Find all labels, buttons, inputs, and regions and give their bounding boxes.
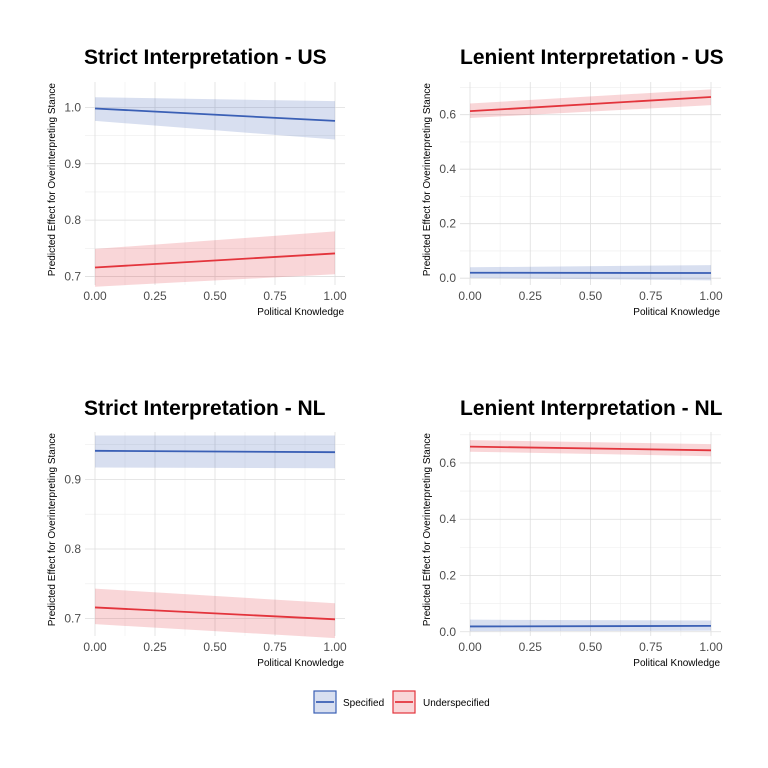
x-tick-label: 0.25 [143,640,167,654]
x-tick-label: 0.25 [519,640,543,654]
panel-2: 0.00 0.25 0.50 0.75 1.00 0.0 0.2 0.4 0.6 Lenient … [422,46,724,318]
x-tick-label: 1.00 [323,640,347,654]
y-tick-label: 0.2 [439,217,456,231]
series-line-underspecified [469,445,712,452]
y-tick-label: 0.9 [64,157,81,171]
x-tick-label: 0.50 [579,289,603,303]
legend-item-specified: Specified [313,690,384,714]
x-tick-label: 0.00 [83,640,107,654]
x-axis-label: Political Knowledge [257,307,344,318]
x-axis-label: Political Knowledge [633,658,720,669]
legend-label: Underspecified [423,698,490,709]
x-tick-label: 0.00 [458,640,482,654]
y-tick-label: 0.0 [439,271,456,285]
legend: Specified Underspecified [313,690,490,714]
panel-title: Strict Interpretation - NL [84,397,326,420]
y-tick-label: 0.4 [439,512,456,526]
panel-1: 0.00 0.25 0.50 0.75 1.00 0.7 0.8 0.9 1.0 Strict I… [47,46,347,318]
legend-item-underspecified: Underspecified [392,690,490,714]
x-tick-label: 0.75 [639,640,663,654]
y-axis-label: Predicted Effect for Overinterpreting St… [47,433,58,627]
confidence-band-underspecified [95,231,335,287]
x-tick-label: 0.75 [639,289,663,303]
series-line-underspecified [94,252,336,269]
y-tick-label: 0.7 [64,270,81,284]
y-tick-label: 0.6 [439,108,456,122]
y-tick-label: 0.6 [439,456,456,470]
series-line-specified [469,624,712,628]
panel-3: 0.00 0.25 0.50 0.75 1.00 0.7 0.8 0.9 Strict Inte… [47,397,347,669]
y-tick-label: 0.4 [439,162,456,176]
x-tick-label: 1.00 [323,289,347,303]
y-axis-label: Predicted Effect for Overinterpreting St… [47,83,58,277]
panel-4: 0.00 0.25 0.50 0.75 1.00 0.0 0.2 0.4 0.6 Lenient … [422,397,723,669]
y-axis-label: Predicted Effect for Overinterpreting St… [422,83,433,277]
legend-label: Specified [343,698,384,709]
y-tick-label: 0.8 [64,542,81,556]
y-tick-label: 0.0 [439,625,456,639]
x-tick-label: 0.75 [263,640,287,654]
series-line-specified [94,107,336,122]
series-line-specified [94,449,336,454]
y-tick-label: 0.9 [64,472,81,486]
y-tick-label: 0.8 [64,213,81,227]
y-tick-label: 0.7 [64,612,81,626]
y-tick-label: 0.2 [439,569,456,583]
panel-title: Strict Interpretation - US [84,46,327,69]
x-tick-label: 0.50 [203,640,227,654]
confidence-band-specified [95,97,335,140]
panel-title: Lenient Interpretation - NL [460,397,723,420]
x-tick-label: 0.00 [458,289,482,303]
y-tick-label: 1.0 [64,100,81,114]
x-tick-label: 0.25 [519,289,543,303]
x-tick-label: 0.25 [143,289,167,303]
x-tick-label: 1.00 [699,640,723,654]
series-line-underspecified [469,96,712,113]
x-tick-label: 0.75 [263,289,287,303]
x-tick-label: 0.50 [579,640,603,654]
x-tick-label: 0.00 [83,289,107,303]
series-line-underspecified [94,606,336,621]
y-axis-label: Predicted Effect for Overinterpreting St… [422,433,433,627]
x-axis-label: Political Knowledge [257,658,344,669]
x-tick-label: 1.00 [699,289,723,303]
x-tick-label: 0.50 [203,289,227,303]
panel-title: Lenient Interpretation - US [460,46,724,69]
x-axis-label: Political Knowledge [633,307,720,318]
